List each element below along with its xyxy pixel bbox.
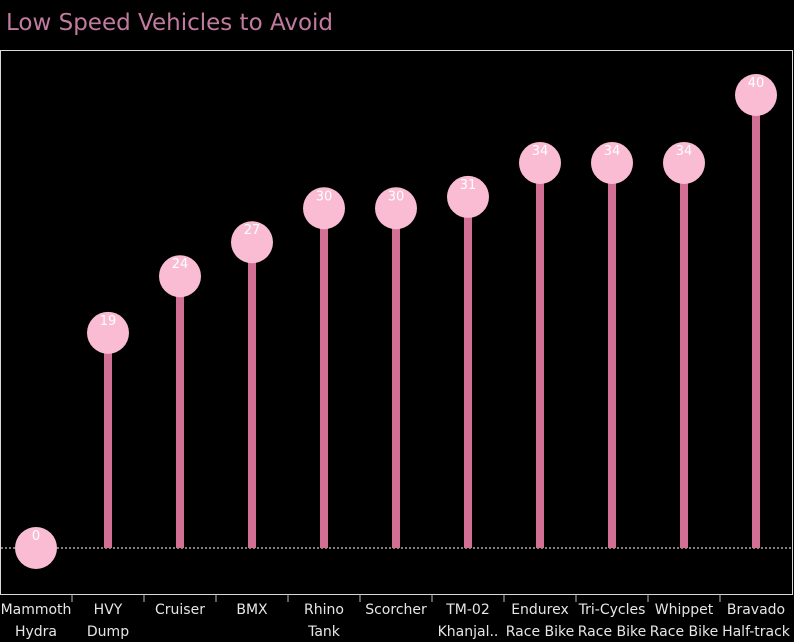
value-label-8: 34 (604, 144, 621, 159)
lollipop-head-10[interactable] (735, 74, 777, 116)
lollipop-head-6[interactable] (447, 175, 489, 218)
category-label-10: Bravado Half-track (722, 602, 791, 640)
lollipop-head-9[interactable] (663, 141, 705, 184)
category-label-7: Endurex Race Bike (506, 602, 574, 640)
value-label-7: 34 (532, 144, 549, 159)
value-label-5: 30 (388, 189, 405, 204)
category-label-8: Tri-Cycles Race Bike (578, 602, 647, 640)
category-label-5: Scorcher (365, 602, 427, 618)
value-label-9: 34 (676, 144, 693, 159)
lollipop-head-0[interactable] (15, 527, 57, 569)
category-label-4: Rhino Tank (304, 602, 344, 640)
category-label-2: Cruiser (155, 602, 205, 618)
value-label-3: 27 (244, 223, 261, 238)
chart-frame (0, 50, 793, 595)
lollipop-head-4[interactable] (303, 187, 345, 230)
lollipop-head-7[interactable] (519, 141, 561, 184)
lollipop-head-3[interactable] (231, 221, 273, 264)
lollipop-head-8[interactable] (591, 141, 633, 184)
category-label-6: TM-02 Khanjal.. (438, 602, 499, 640)
category-label-0: Mammoth Hydra (1, 602, 72, 640)
category-label-3: BMX (236, 602, 268, 618)
category-label-9: Whippet Race Bike (650, 602, 718, 640)
value-label-6: 31 (460, 178, 477, 193)
lollipop-head-1[interactable] (87, 311, 129, 354)
value-label-2: 24 (172, 257, 189, 272)
lollipop-head-2[interactable] (159, 255, 201, 298)
value-label-1: 19 (100, 314, 117, 329)
category-label-1: HVY Dump (87, 602, 129, 640)
value-label-10: 40 (748, 76, 765, 91)
lollipop-head-5[interactable] (375, 187, 417, 230)
chart-title: Low Speed Vehicles to Avoid (6, 10, 334, 36)
value-label-4: 30 (316, 189, 333, 204)
value-label-0: 0 (32, 529, 40, 544)
